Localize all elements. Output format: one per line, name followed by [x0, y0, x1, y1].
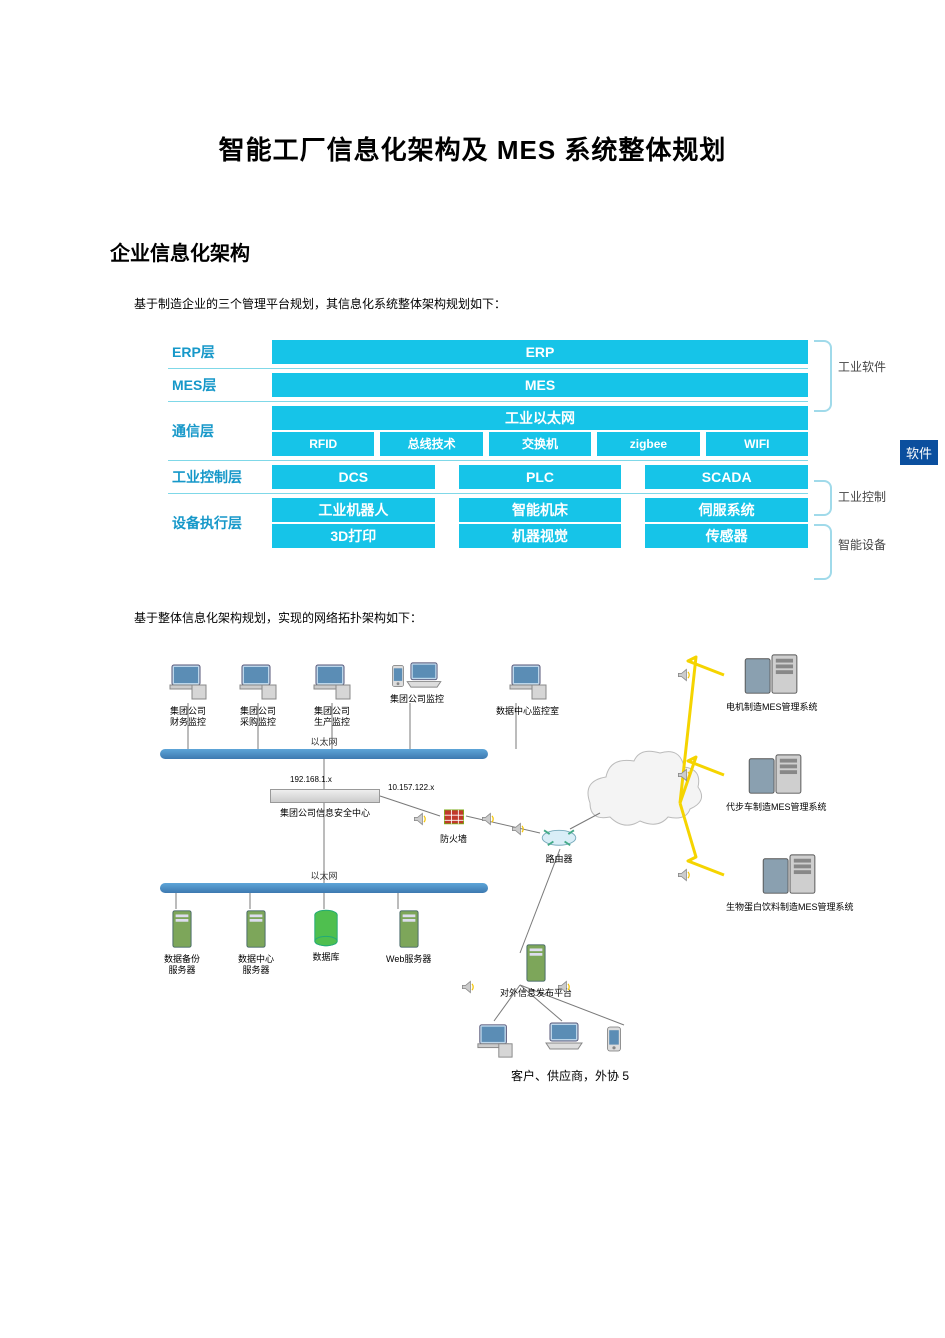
side-badge: 软件 — [900, 440, 938, 465]
layer-bar: SCADA — [645, 465, 808, 489]
layer-bar: 机器视觉 — [459, 524, 622, 548]
server-node: Web服务器 — [386, 909, 431, 965]
layer-annotation: 智能设备 — [838, 536, 886, 553]
speaker-icon — [480, 811, 496, 830]
layer-bar: 3D打印 — [272, 524, 435, 548]
group-monitor: 集团公司生产监控 — [312, 661, 352, 727]
security-center: 集团公司信息安全中心 — [270, 789, 380, 803]
layer-body: 工业机器人智能机床伺服系统 3D打印机器视觉传感器 — [272, 498, 808, 548]
layer-bar: 传感器 — [645, 524, 808, 548]
group-monitor: 集团公司财务监控 — [168, 661, 208, 727]
speaker-icon — [412, 811, 428, 830]
layer-body: DCS PLC SCADA — [272, 465, 808, 489]
layer-bar: 伺服系统 — [645, 498, 808, 522]
ethernet-bar: 以太网 — [160, 749, 488, 759]
layer-body: ERP — [272, 340, 808, 364]
layer-annotation: 工业软件 — [838, 358, 886, 375]
section1-heading: 企业信息化架构 — [110, 237, 835, 266]
mes-system: 代步车制造MES管理系统 — [726, 753, 827, 813]
firewall: 防火墙 — [440, 803, 467, 845]
layer-row: 工业控制层DCS PLC SCADA — [168, 465, 808, 489]
speaker-icon — [676, 767, 692, 786]
network-topology: 集团公司财务监控 集团公司采购监控 集团公司生产监控 集团公司监控 数据中心监控… — [140, 653, 860, 1113]
layer-bracket — [814, 524, 832, 580]
speaker-icon — [556, 979, 572, 998]
layer-row: MES层MES — [168, 373, 808, 397]
layer-bar: PLC — [459, 465, 622, 489]
doc-title: 智能工厂信息化架构及 MES 系统整体规划 — [110, 130, 835, 167]
group-monitor: 数据中心监控室 — [496, 661, 559, 717]
layer-bar: ERP — [272, 340, 808, 364]
layer-diagram: ERP层ERPMES层MES通信层工业以太网RFID总线技术交换机zigbeeW… — [168, 340, 808, 548]
ip-label: 192.168.1.x — [290, 775, 332, 785]
layer-body: MES — [272, 373, 808, 397]
layer-body: 工业以太网RFID总线技术交换机zigbee WIFI — [272, 406, 808, 456]
client-node — [544, 1021, 584, 1054]
layer-label: 通信层 — [168, 406, 268, 456]
layer-bar: MES — [272, 373, 808, 397]
layer-bar: RFID — [272, 432, 374, 456]
group-monitor: 集团公司监控 — [390, 661, 444, 705]
clients-caption: 客户、供应商，外协 5 — [470, 1067, 670, 1084]
lead1: 基于制造企业的三个管理平台规划，其信息化系统整体架构规划如下： — [110, 294, 835, 316]
layer-bar: 交换机 — [489, 432, 591, 456]
layer-row: 通信层工业以太网RFID总线技术交换机zigbee WIFI — [168, 406, 808, 456]
mes-system: 生物蛋白饮料制造MES管理系统 — [726, 853, 854, 913]
speaker-icon — [510, 821, 526, 840]
layer-row: 设备执行层工业机器人智能机床伺服系统 3D打印机器视觉传感器 — [168, 498, 808, 548]
client-node — [476, 1021, 514, 1062]
layer-bracket — [814, 480, 832, 516]
server-node: 数据库 — [312, 909, 340, 963]
client-node — [606, 1025, 622, 1056]
server-node: 数据备份服务器 — [164, 909, 200, 975]
layer-bar: WIFI — [706, 432, 808, 456]
layer-bar: DCS — [272, 465, 435, 489]
layer-bar: 总线技术 — [380, 432, 482, 456]
layer-bar: 工业以太网 — [272, 406, 808, 430]
layer-bar: 工业机器人 — [272, 498, 435, 522]
layer-label: 设备执行层 — [168, 498, 268, 548]
router: 路由器 — [540, 821, 578, 865]
mes-system: 电机制造MES管理系统 — [726, 653, 818, 713]
layer-label: MES层 — [168, 373, 268, 397]
layer-bracket — [814, 340, 832, 412]
layer-bar: 智能机床 — [459, 498, 622, 522]
layer-annotation: 工业控制 — [838, 488, 886, 505]
lead2: 基于整体信息化架构规划，实现的网络拓扑架构如下： — [110, 608, 835, 630]
group-monitor: 集团公司采购监控 — [238, 661, 278, 727]
server-node: 数据中心服务器 — [238, 909, 274, 975]
layer-label: ERP层 — [168, 340, 268, 364]
layer-label: 工业控制层 — [168, 465, 268, 489]
speaker-icon — [676, 867, 692, 886]
layer-row: ERP层ERP — [168, 340, 808, 364]
ethernet-bar: 以太网 — [160, 883, 488, 893]
ip-label: 10.157.122.x — [388, 783, 434, 793]
layer-bar: zigbee — [597, 432, 699, 456]
speaker-icon — [676, 667, 692, 686]
speaker-icon — [460, 979, 476, 998]
